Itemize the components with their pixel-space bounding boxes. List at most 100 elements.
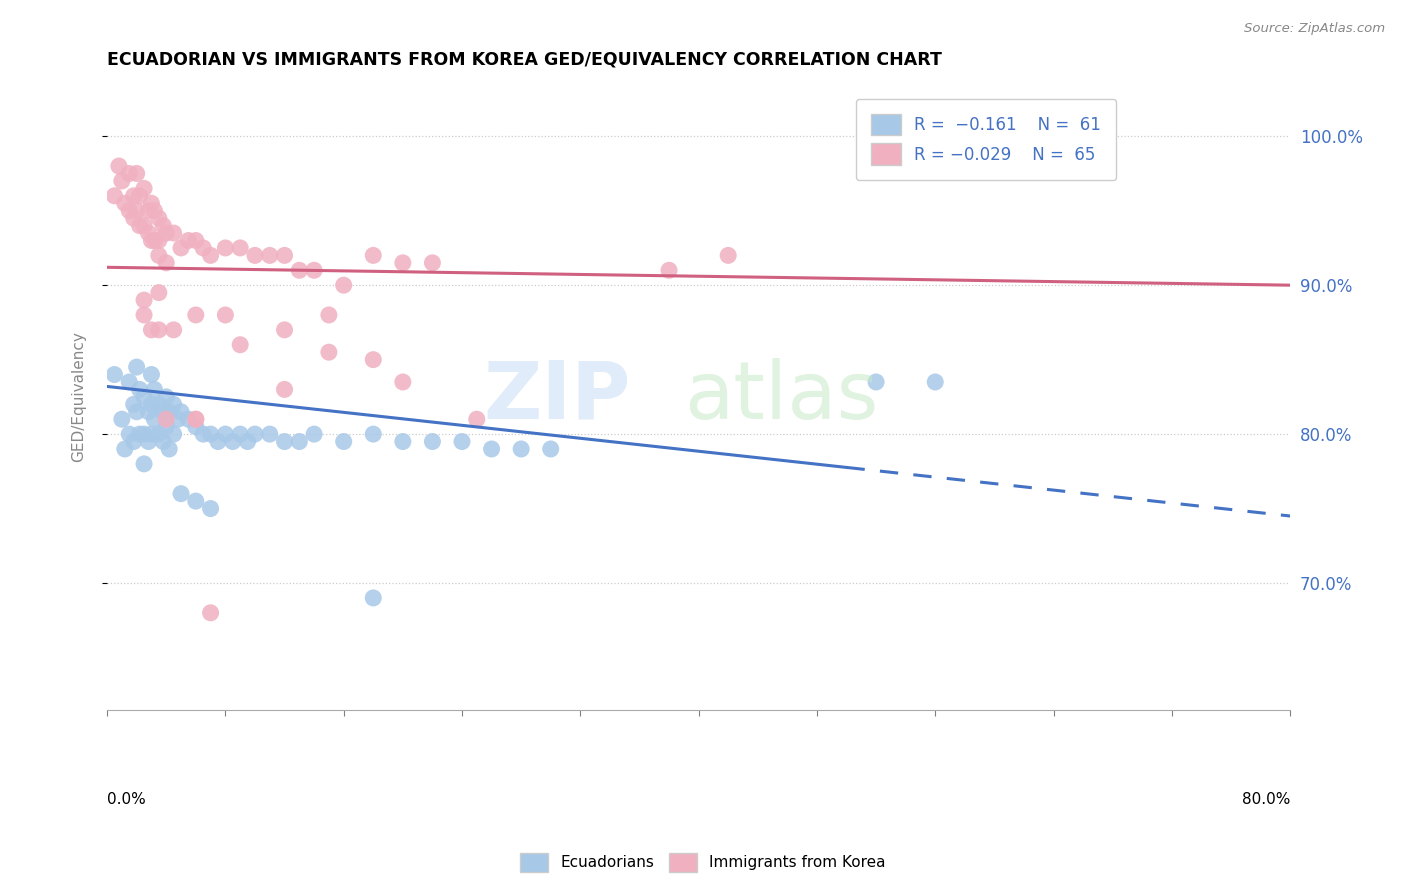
Point	[170, 241, 193, 255]
Point	[155, 419, 177, 434]
Point	[143, 203, 166, 218]
Point	[717, 248, 740, 262]
Point	[148, 397, 170, 411]
Point	[392, 256, 415, 270]
Point	[111, 412, 134, 426]
Point	[162, 323, 184, 337]
Point	[138, 226, 160, 240]
Point	[184, 234, 207, 248]
Text: ECUADORIAN VS IMMIGRANTS FROM KOREA GED/EQUIVALENCY CORRELATION CHART: ECUADORIAN VS IMMIGRANTS FROM KOREA GED/…	[107, 51, 942, 69]
Point	[132, 219, 155, 233]
Point	[184, 419, 207, 434]
Text: ZIP: ZIP	[484, 358, 630, 436]
Point	[392, 434, 415, 449]
Point	[229, 427, 252, 442]
Point	[332, 434, 354, 449]
Point	[141, 368, 163, 382]
Point	[128, 383, 150, 397]
Point	[302, 427, 325, 442]
Legend: Ecuadorians, Immigrants from Korea: Ecuadorians, Immigrants from Korea	[513, 845, 893, 880]
Point	[125, 360, 148, 375]
Point	[122, 189, 145, 203]
Point	[148, 211, 170, 226]
Y-axis label: GED/Equivalency: GED/Equivalency	[72, 332, 86, 462]
Point	[200, 606, 222, 620]
Point	[273, 434, 295, 449]
Point	[177, 412, 200, 426]
Point	[510, 442, 533, 456]
Point	[122, 434, 145, 449]
Point	[288, 263, 311, 277]
Point	[273, 248, 295, 262]
Point	[141, 323, 163, 337]
Point	[214, 308, 236, 322]
Point	[138, 434, 160, 449]
Point	[177, 234, 200, 248]
Point	[155, 390, 177, 404]
Point	[128, 189, 150, 203]
Point	[125, 405, 148, 419]
Point	[451, 434, 474, 449]
Point	[184, 412, 207, 426]
Point	[481, 442, 503, 456]
Point	[273, 323, 295, 337]
Point	[222, 434, 245, 449]
Point	[229, 241, 252, 255]
Point	[200, 427, 222, 442]
Point	[138, 405, 160, 419]
Point	[148, 285, 170, 300]
Point	[361, 427, 384, 442]
Point	[148, 427, 170, 442]
Point	[157, 442, 180, 456]
Point	[193, 427, 215, 442]
Point	[114, 196, 136, 211]
Point	[273, 383, 295, 397]
Point	[214, 241, 236, 255]
Point	[318, 308, 340, 322]
Point	[361, 248, 384, 262]
Point	[865, 375, 887, 389]
Point	[122, 211, 145, 226]
Point	[148, 234, 170, 248]
Point	[141, 234, 163, 248]
Point	[259, 427, 281, 442]
Point	[128, 427, 150, 442]
Point	[236, 434, 259, 449]
Point	[118, 427, 141, 442]
Point	[152, 219, 174, 233]
Point	[200, 248, 222, 262]
Point	[207, 434, 229, 449]
Point	[141, 196, 163, 211]
Point	[132, 390, 155, 404]
Text: atlas: atlas	[685, 358, 879, 436]
Text: 80.0%: 80.0%	[1241, 791, 1291, 806]
Point	[184, 308, 207, 322]
Point	[128, 219, 150, 233]
Point	[167, 412, 190, 426]
Point	[540, 442, 562, 456]
Point	[143, 383, 166, 397]
Point	[148, 248, 170, 262]
Point	[162, 427, 184, 442]
Point	[143, 412, 166, 426]
Point	[259, 248, 281, 262]
Point	[143, 234, 166, 248]
Point	[318, 345, 340, 359]
Point	[361, 352, 384, 367]
Point	[114, 442, 136, 456]
Point	[302, 263, 325, 277]
Point	[125, 203, 148, 218]
Text: Source: ZipAtlas.com: Source: ZipAtlas.com	[1244, 22, 1385, 36]
Point	[162, 226, 184, 240]
Point	[111, 174, 134, 188]
Point	[422, 256, 444, 270]
Point	[103, 189, 125, 203]
Point	[125, 166, 148, 180]
Point	[103, 368, 125, 382]
Point	[155, 256, 177, 270]
Point	[214, 427, 236, 442]
Point	[465, 412, 488, 426]
Point	[184, 494, 207, 508]
Point	[118, 375, 141, 389]
Point	[141, 427, 163, 442]
